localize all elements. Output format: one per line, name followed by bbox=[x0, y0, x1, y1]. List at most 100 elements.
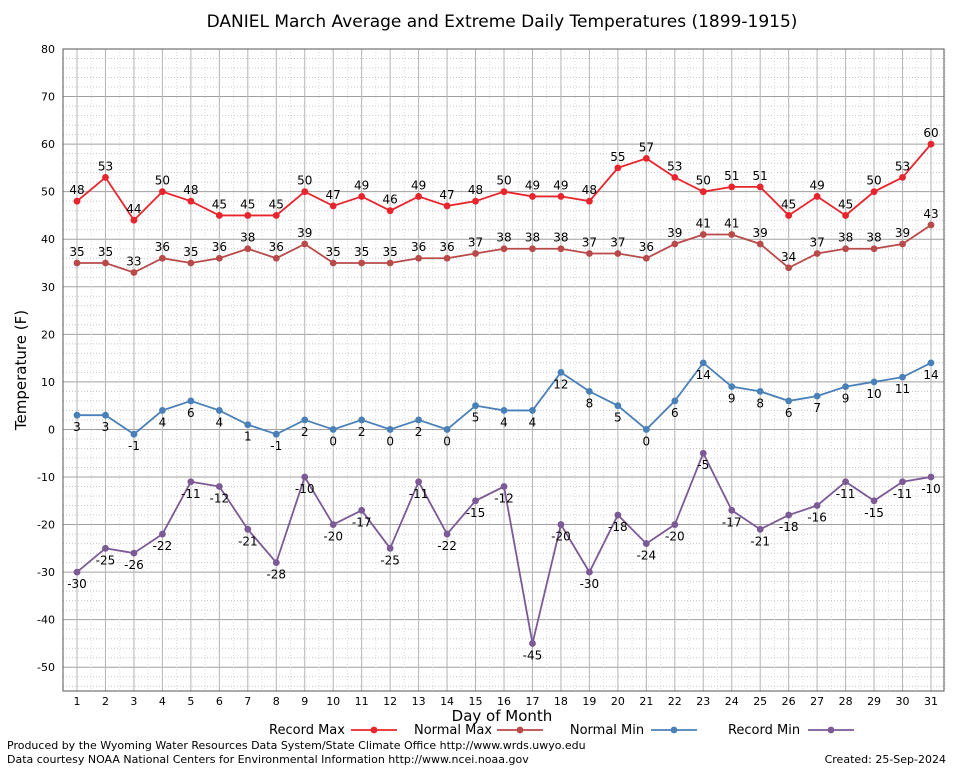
record-min-point bbox=[244, 525, 252, 533]
normal-min-point bbox=[102, 411, 109, 419]
normal-min-data-label: 0 bbox=[329, 434, 337, 448]
normal-max-point bbox=[159, 254, 166, 262]
record-min-point bbox=[870, 497, 878, 505]
record-min-point bbox=[386, 544, 394, 552]
record-min-data-label: -22 bbox=[437, 539, 457, 553]
normal-min-point bbox=[557, 368, 565, 376]
record-min-point bbox=[899, 478, 906, 486]
record-min-data-label: -21 bbox=[238, 534, 258, 548]
record-min-data-label: -22 bbox=[153, 539, 173, 553]
normal-min-point bbox=[842, 383, 849, 391]
y-tick-label: 60 bbox=[41, 138, 55, 151]
normal-max-data-label: 37 bbox=[809, 235, 824, 249]
normal-min-point bbox=[870, 378, 878, 386]
record-min-point bbox=[529, 640, 536, 647]
legend-marker-record-min bbox=[827, 726, 835, 734]
x-tick-label: 1 bbox=[74, 695, 81, 708]
record-min-data-label: -18 bbox=[608, 520, 628, 534]
y-tick-label: -30 bbox=[37, 566, 55, 579]
legend-label-record-max: Record Max bbox=[269, 723, 345, 738]
legend-label-normal-max: Normal Max bbox=[414, 723, 492, 738]
normal-max-point bbox=[642, 254, 650, 262]
x-tick-label: 25 bbox=[753, 695, 767, 708]
normal-min-point bbox=[415, 416, 422, 424]
normal-max-point bbox=[699, 231, 707, 238]
record-max-point bbox=[187, 197, 195, 205]
record-min-point bbox=[671, 521, 679, 528]
normal-min-point bbox=[272, 430, 280, 438]
y-axis-label: Temperature (F) bbox=[12, 310, 30, 431]
record-max-point bbox=[699, 188, 707, 196]
x-tick-label: 12 bbox=[383, 695, 397, 708]
grid bbox=[63, 48, 946, 691]
x-tick-label: 13 bbox=[412, 695, 426, 708]
record-max-data-label: 45 bbox=[269, 197, 284, 211]
legend-label-record-min: Record Min bbox=[728, 723, 800, 738]
y-tick-label: -50 bbox=[37, 661, 55, 674]
record-min-point bbox=[187, 478, 195, 486]
x-tick-label: 3 bbox=[130, 695, 137, 708]
normal-max-point bbox=[329, 259, 337, 267]
y-tick-label: 30 bbox=[41, 281, 55, 294]
record-min-point bbox=[301, 473, 309, 481]
normal-max-point bbox=[529, 245, 536, 253]
x-tick-label: 22 bbox=[668, 695, 682, 708]
normal-min-data-label: 4 bbox=[500, 415, 508, 429]
record-min-data-label: -10 bbox=[295, 482, 315, 496]
x-tick-label: 23 bbox=[696, 695, 710, 708]
record-min-data-label: -12 bbox=[494, 492, 514, 506]
normal-min-data-label: 4 bbox=[159, 415, 167, 429]
normal-min-data-label: 3 bbox=[102, 420, 110, 434]
y-axis: -50 -40 -30 -20 -10 0 10 20 30 40 50 60 70 80 bbox=[37, 43, 55, 674]
normal-min-data-label: 14 bbox=[696, 368, 711, 382]
y-tick-label: 10 bbox=[41, 376, 55, 389]
record-max-point bbox=[301, 188, 309, 196]
record-max-data-label: 45 bbox=[240, 197, 255, 211]
record-max-point bbox=[386, 207, 394, 215]
x-tick-label: 6 bbox=[216, 695, 223, 708]
normal-min-data-label: 5 bbox=[614, 411, 622, 425]
record-min-data-label: -11 bbox=[409, 487, 429, 501]
record-min-point bbox=[813, 502, 821, 509]
x-tick-label: 9 bbox=[301, 695, 308, 708]
record-max-point bbox=[358, 193, 366, 200]
record-min-point bbox=[472, 497, 479, 505]
x-tick-label: 27 bbox=[810, 695, 824, 708]
normal-max-point bbox=[813, 250, 821, 257]
normal-max-data-label: 36 bbox=[269, 240, 284, 254]
normal-min-data-label: 0 bbox=[443, 434, 451, 448]
record-max-point bbox=[927, 140, 935, 148]
x-tick-label: 18 bbox=[554, 695, 568, 708]
record-max-data-label: 49 bbox=[354, 178, 369, 192]
record-min-point bbox=[130, 549, 138, 557]
record-min-point bbox=[73, 568, 81, 576]
x-tick-label: 14 bbox=[440, 695, 454, 708]
normal-max-point bbox=[671, 240, 679, 248]
record-max-data-label: 48 bbox=[183, 183, 198, 197]
record-max-point bbox=[415, 193, 422, 200]
record-min-point bbox=[557, 521, 565, 528]
normal-min-data-label: 4 bbox=[529, 415, 537, 429]
normal-max-data-label: 41 bbox=[724, 216, 739, 230]
record-max-point bbox=[500, 188, 508, 196]
record-min-point bbox=[500, 483, 508, 490]
record-min-point bbox=[159, 530, 166, 538]
record-min-data-label: -30 bbox=[580, 577, 600, 591]
record-min-point bbox=[358, 506, 366, 514]
normal-max-data-label: 39 bbox=[667, 226, 682, 240]
record-max-data-label: 55 bbox=[610, 150, 625, 164]
x-tick-label: 11 bbox=[355, 695, 369, 708]
normal-max-point bbox=[557, 245, 565, 253]
x-tick-label: 24 bbox=[725, 695, 739, 708]
normal-max-data-label: 34 bbox=[781, 250, 796, 264]
record-max-data-label: 57 bbox=[639, 140, 654, 154]
record-max-point bbox=[785, 212, 793, 219]
normal-max-point bbox=[927, 221, 935, 229]
record-max-data-label: 60 bbox=[923, 126, 938, 140]
record-max-point bbox=[244, 212, 252, 219]
x-tick-label: 19 bbox=[582, 695, 596, 708]
record-min-data-label: -11 bbox=[181, 487, 201, 501]
y-tick-label: 80 bbox=[41, 43, 55, 56]
record-min-data-label: -28 bbox=[266, 568, 286, 582]
